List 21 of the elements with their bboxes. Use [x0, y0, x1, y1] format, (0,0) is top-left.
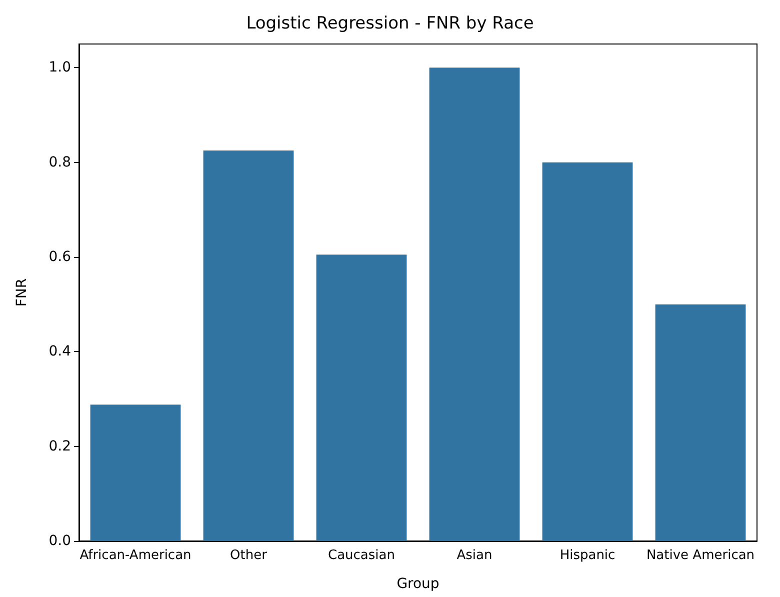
bar — [203, 150, 294, 541]
bar — [542, 162, 633, 541]
bar — [429, 68, 520, 541]
bar — [655, 304, 746, 541]
y-tick-label: 0.8 — [48, 154, 71, 170]
y-tick-label: 0.2 — [48, 438, 71, 454]
y-tick-label: 0.0 — [48, 533, 71, 549]
y-tick-label: 0.4 — [48, 344, 72, 360]
x-tick-label: Caucasian — [328, 548, 395, 563]
x-tick-label: Asian — [456, 548, 492, 563]
x-tick-label: Native American — [646, 548, 755, 563]
bar — [90, 404, 181, 541]
x-tick-label: African-American — [80, 548, 192, 563]
y-axis-title: FNR — [14, 278, 30, 307]
y-tick-label: 1.0 — [48, 60, 71, 76]
y-tick-label: 0.6 — [48, 249, 72, 265]
chart-title: Logistic Regression - FNR by Race — [246, 14, 534, 34]
x-tick-label: Other — [230, 548, 268, 563]
bar — [316, 254, 407, 541]
x-tick-label: Hispanic — [560, 548, 616, 563]
x-axis-title: Group — [396, 576, 440, 592]
